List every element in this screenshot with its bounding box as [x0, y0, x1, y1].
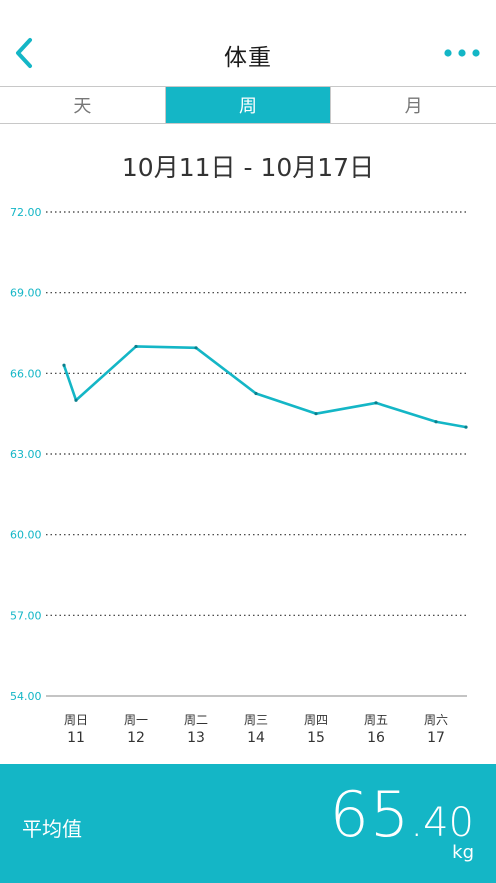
- x-tick-date-label: 15: [307, 730, 325, 746]
- x-tick-date-label: 17: [427, 730, 445, 746]
- average-value-decimal: .40: [410, 800, 474, 846]
- tab-month[interactable]: 月: [404, 96, 423, 117]
- data-point: [434, 420, 438, 424]
- average-value-integer: 65: [329, 778, 411, 851]
- weight-series-line: [62, 345, 468, 429]
- average-unit: kg: [452, 842, 474, 863]
- x-tick-date-label: 14: [247, 730, 265, 746]
- header: 体重: [0, 0, 496, 86]
- data-point: [314, 412, 318, 416]
- tab-week[interactable]: 周: [165, 87, 332, 123]
- y-tick-label: 69.00: [10, 287, 42, 300]
- x-tick-day-label: 周日: [64, 713, 88, 727]
- chevron-left-icon: [16, 38, 32, 68]
- y-tick-label: 57.00: [10, 609, 42, 622]
- y-tick-label: 66.00: [10, 367, 42, 380]
- average-value: 65.40: [329, 778, 474, 851]
- average-panel: 平均值 65.40 kg: [0, 764, 496, 883]
- data-point: [62, 363, 66, 367]
- x-tick-date-label: 11: [67, 730, 85, 746]
- average-label: 平均值: [22, 817, 82, 841]
- x-tick-day-label: 周四: [304, 713, 328, 727]
- tab-day[interactable]: 天: [0, 87, 166, 123]
- y-tick-label: 54.00: [10, 690, 42, 703]
- x-tick-date-label: 16: [367, 730, 385, 746]
- back-button[interactable]: [10, 34, 44, 72]
- period-tabs: 天 周 月: [0, 86, 496, 124]
- x-tick-day-label: 周一: [124, 713, 148, 727]
- x-tick-day-label: 周三: [244, 713, 268, 727]
- data-point: [134, 344, 138, 349]
- data-point: [194, 346, 198, 350]
- y-tick-label: 72.00: [10, 206, 42, 219]
- data-point: [74, 398, 78, 402]
- x-tick-day-label: 周五: [364, 713, 388, 727]
- more-dots-icon: [444, 49, 480, 57]
- data-point: [254, 391, 258, 396]
- date-range-label: 10月11日 - 10月17日: [121, 153, 375, 182]
- x-tick-day-label: 周六: [424, 713, 448, 727]
- x-tick-day-label: 周二: [184, 713, 208, 727]
- more-button[interactable]: [442, 44, 482, 62]
- weight-chart: 72.00 69.00 66.00 63.00 60.00 57.00 54.00 周日 11 周…: [10, 206, 468, 746]
- y-tick-label: 63.00: [10, 448, 42, 461]
- y-tick-label: 60.00: [10, 529, 42, 542]
- data-point: [464, 425, 468, 429]
- x-tick-date-label: 12: [127, 730, 145, 746]
- data-point: [374, 401, 378, 405]
- page-title: 体重: [224, 45, 272, 71]
- x-tick-date-label: 13: [187, 730, 205, 746]
